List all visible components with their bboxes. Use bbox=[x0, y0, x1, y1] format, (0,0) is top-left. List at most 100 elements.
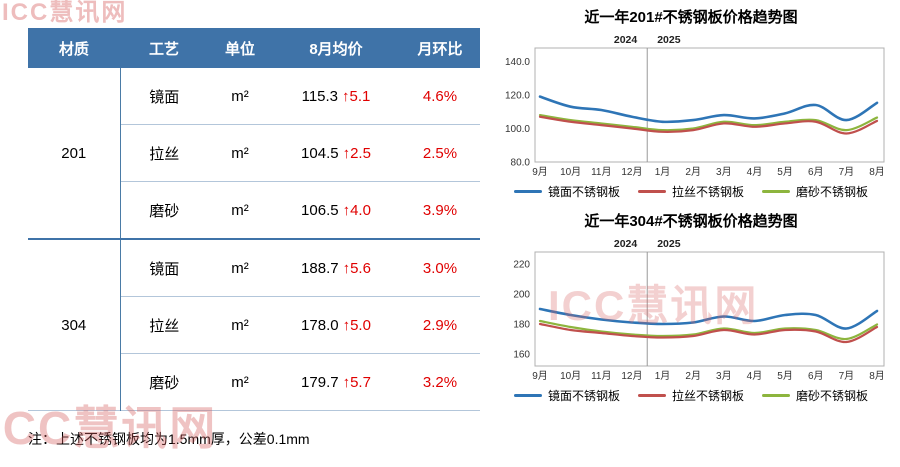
price-value: 179.7 bbox=[301, 373, 339, 391]
line-chart-304: 160 180 200 220 9月 10月 11月 12月 1月 2月 3月 4月 5月 6月 7月 8月 2… bbox=[513, 238, 885, 382]
legend-item: 磨砂不锈钢板 bbox=[762, 183, 868, 200]
process-cell: 磨砂 bbox=[120, 181, 208, 239]
svg-text:9月: 9月 bbox=[532, 370, 548, 382]
price-delta: ↑4.0 bbox=[342, 201, 371, 219]
process-cell: 拉丝 bbox=[120, 296, 208, 354]
svg-text:2025: 2025 bbox=[657, 34, 681, 46]
price-cell: 106.5 ↑4.0 bbox=[272, 181, 400, 239]
price-cell: 104.5 ↑2.5 bbox=[272, 124, 400, 182]
chart-legend-201: 镜面不锈钢板 拉丝不锈钢板 磨砂不锈钢板 bbox=[488, 183, 894, 200]
svg-text:5月: 5月 bbox=[777, 370, 793, 382]
material-cell: 304 bbox=[28, 238, 121, 411]
svg-text:7月: 7月 bbox=[839, 370, 855, 382]
svg-text:4月: 4月 bbox=[747, 166, 763, 178]
svg-text:5月: 5月 bbox=[777, 166, 793, 178]
svg-text:140.0: 140.0 bbox=[505, 57, 530, 68]
mom-cell: 3.0% bbox=[400, 238, 480, 297]
table-note: 注：上述不锈钢板均为1.5mm厚，公差0.1mm bbox=[28, 431, 310, 447]
price-cell: 178.0 ↑5.0 bbox=[272, 296, 400, 354]
svg-text:220: 220 bbox=[513, 260, 530, 271]
legend-line-swatch bbox=[513, 394, 542, 397]
legend-item: 镜面不锈钢板 bbox=[513, 387, 620, 404]
table-row: 磨砂 m² 179.7 ↑5.7 3.2% bbox=[28, 353, 480, 411]
svg-text:12月: 12月 bbox=[621, 370, 642, 382]
price-value: 115.3 bbox=[301, 87, 339, 105]
charts-pane: 近一年201#不锈钢板价格趋势图 80.0 100.0 120.0 140.0 9月 10… bbox=[488, 4, 894, 414]
price-table-header: 材质 工艺 单位 8月均价 月环比 bbox=[28, 28, 480, 68]
legend-item: 镜面不锈钢板 bbox=[513, 183, 620, 200]
price-cell: 179.7 ↑5.7 bbox=[272, 353, 400, 411]
svg-text:2月: 2月 bbox=[685, 370, 701, 382]
mom-cell: 2.5% bbox=[400, 124, 480, 182]
svg-text:1月: 1月 bbox=[655, 166, 671, 178]
price-delta: ↑2.5 bbox=[342, 144, 371, 162]
price-delta: ↑5.0 bbox=[342, 316, 371, 334]
unit-cell: m² bbox=[208, 68, 272, 125]
svg-text:6月: 6月 bbox=[808, 370, 824, 382]
svg-text:100.0: 100.0 bbox=[505, 124, 530, 135]
legend-label: 拉丝不锈钢板 bbox=[671, 185, 744, 199]
price-table-pane: 材质 工艺 单位 8月均价 月环比 201 镜面 m² 115.3 ↑5.1 4.6% 拉丝 m² 10… bbox=[28, 28, 480, 449]
price-cell: 188.7 ↑5.6 bbox=[272, 238, 400, 297]
chart-block-304: 近一年304#不锈钢板价格趋势图 160 180 200 220 9月 10月 11月 12月… bbox=[488, 210, 894, 404]
svg-text:2024: 2024 bbox=[614, 238, 638, 250]
chart-title-201: 近一年201#不锈钢板价格趋势图 bbox=[584, 9, 798, 26]
price-value: 104.5 bbox=[301, 144, 339, 162]
table-row: 304 镜面 m² 188.7 ↑5.6 3.0% bbox=[28, 238, 480, 411]
legend-item: 拉丝不锈钢板 bbox=[637, 183, 744, 200]
price-delta: ↑5.7 bbox=[342, 373, 371, 391]
svg-text:4月: 4月 bbox=[747, 370, 763, 382]
chart-block-201: 近一年201#不锈钢板价格趋势图 80.0 100.0 120.0 140.0 9月 10… bbox=[488, 6, 894, 200]
legend-label: 磨砂不锈钢板 bbox=[796, 185, 869, 199]
process-cell: 拉丝 bbox=[120, 124, 208, 182]
table-row: 磨砂 m² 106.5 ↑4.0 3.9% bbox=[28, 181, 480, 239]
svg-text:12月: 12月 bbox=[621, 166, 642, 178]
svg-text:180: 180 bbox=[513, 320, 530, 331]
price-value: 188.7 bbox=[301, 259, 339, 277]
svg-text:9月: 9月 bbox=[532, 166, 548, 178]
table-row: 201 镜面 m² 115.3 ↑5.1 4.6% bbox=[28, 68, 480, 239]
legend-line-swatch bbox=[762, 394, 790, 397]
price-delta: ↑5.1 bbox=[342, 87, 371, 105]
price-table: 材质 工艺 单位 8月均价 月环比 201 镜面 m² 115.3 ↑5.1 4.6% 拉丝 m² 10… bbox=[28, 28, 480, 411]
mom-cell: 2.9% bbox=[400, 296, 480, 354]
legend-label: 镜面不锈钢板 bbox=[547, 389, 620, 403]
svg-text:2月: 2月 bbox=[685, 166, 701, 178]
legend-line-swatch bbox=[637, 394, 666, 397]
legend-item: 拉丝不锈钢板 bbox=[637, 387, 744, 404]
svg-text:80.0: 80.0 bbox=[511, 158, 531, 169]
unit-cell: m² bbox=[208, 124, 272, 182]
unit-cell: m² bbox=[208, 181, 272, 239]
svg-text:8月: 8月 bbox=[869, 370, 885, 382]
legend-label: 拉丝不锈钢板 bbox=[671, 389, 744, 403]
unit-cell: m² bbox=[208, 296, 272, 354]
svg-text:10月: 10月 bbox=[560, 166, 581, 178]
svg-text:7月: 7月 bbox=[839, 166, 855, 178]
mom-cell: 3.9% bbox=[400, 181, 480, 239]
chart-legend-304: 镜面不锈钢板 拉丝不锈钢板 磨砂不锈钢板 bbox=[488, 387, 894, 404]
svg-text:3月: 3月 bbox=[716, 166, 732, 178]
column-header: 工艺 bbox=[120, 28, 208, 68]
table-row: 拉丝 m² 104.5 ↑2.5 2.5% bbox=[28, 124, 480, 182]
mom-cell: 3.2% bbox=[400, 353, 480, 411]
mom-cell: 4.6% bbox=[400, 68, 480, 125]
svg-text:200: 200 bbox=[513, 290, 530, 301]
svg-text:2025: 2025 bbox=[657, 238, 681, 250]
svg-text:2024: 2024 bbox=[614, 34, 638, 46]
svg-text:120.0: 120.0 bbox=[505, 90, 530, 101]
price-delta: ↑5.6 bbox=[342, 259, 371, 277]
svg-text:10月: 10月 bbox=[560, 370, 581, 382]
price-value: 106.5 bbox=[301, 201, 339, 219]
legend-label: 镜面不锈钢板 bbox=[547, 185, 620, 199]
material-cell: 201 bbox=[28, 68, 121, 239]
process-cell: 镜面 bbox=[120, 68, 208, 125]
svg-text:6月: 6月 bbox=[808, 166, 824, 178]
svg-text:1月: 1月 bbox=[655, 370, 671, 382]
column-header: 材质 bbox=[28, 28, 120, 68]
column-header: 8月均价 bbox=[272, 28, 400, 68]
column-header: 单位 bbox=[208, 28, 272, 68]
process-cell: 磨砂 bbox=[120, 353, 208, 411]
price-cell: 115.3 ↑5.1 bbox=[272, 68, 400, 125]
legend-line-swatch bbox=[513, 190, 542, 193]
